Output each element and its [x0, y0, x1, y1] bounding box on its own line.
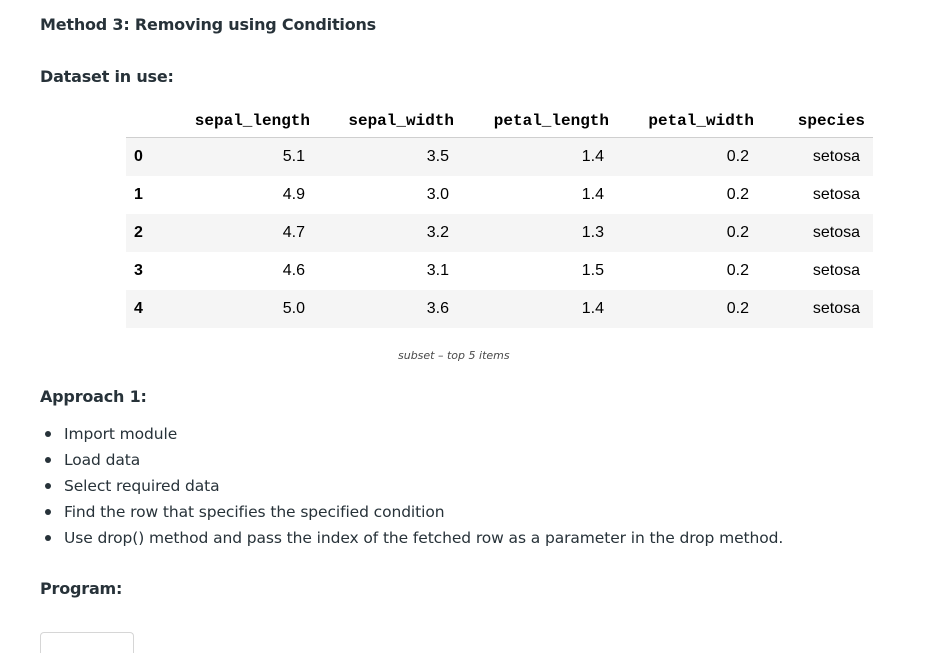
table-cell: setosa: [812, 224, 860, 241]
row-index: 0: [134, 148, 143, 165]
method-heading: Method 3: Removing using Conditions: [40, 15, 377, 34]
dataset-heading: Dataset in use:: [40, 67, 174, 86]
bullet-icon: [45, 509, 51, 515]
list-item-text: Load data: [64, 451, 141, 469]
table-cell: 3.6: [426, 300, 449, 317]
table-cell: 4.6: [282, 262, 305, 279]
table-cell: 0.2: [726, 262, 749, 279]
table-cell: 1.4: [581, 148, 604, 165]
dataframe-table: sepal_length sepal_width petal_length pe…: [126, 105, 873, 328]
row-index: 3: [134, 262, 143, 279]
row-index: 2: [134, 224, 143, 241]
table-row: 3 4.6 3.1 1.5 0.2 setosa: [126, 252, 873, 290]
list-item: Use drop() method and pass the index of …: [45, 525, 784, 551]
list-item-text: Use drop() method and pass the index of …: [64, 529, 784, 547]
table-cell: setosa: [812, 186, 860, 203]
table-cell: 4.7: [282, 224, 305, 241]
table-cell: 3.0: [426, 186, 449, 203]
table-cell: 4.9: [282, 186, 305, 203]
bullet-icon: [45, 431, 51, 437]
table-cell: 0.2: [726, 148, 749, 165]
bullet-icon: [45, 535, 51, 541]
table-cell: 5.1: [282, 148, 305, 165]
table-cell: 1.4: [581, 300, 604, 317]
bullet-icon: [45, 483, 51, 489]
table-cell: 0.2: [726, 186, 749, 203]
column-header: species: [762, 105, 873, 138]
table-cell: setosa: [812, 300, 860, 317]
table-cell: 1.5: [581, 262, 604, 279]
steps-list: Import module Load data Select required …: [40, 421, 783, 551]
column-header: petal_width: [617, 105, 762, 138]
table-caption: subset – top 5 items: [398, 349, 510, 362]
table-cell: 3.5: [426, 148, 449, 165]
list-item: Import module: [45, 421, 783, 447]
column-header: sepal_width: [318, 105, 462, 138]
table-cell: setosa: [812, 262, 860, 279]
table-cell: 3.1: [426, 262, 449, 279]
list-item-text: Select required data: [64, 477, 220, 495]
table-cell: setosa: [812, 148, 860, 165]
table-row: 2 4.7 3.2 1.3 0.2 setosa: [126, 214, 873, 252]
list-item: Find the row that specifies the specifie…: [45, 499, 783, 525]
bullet-icon: [45, 457, 51, 463]
table-row: 0 5.1 3.5 1.4 0.2 setosa: [126, 137, 873, 176]
table-row: 1 4.9 3.0 1.4 0.2 setosa: [126, 176, 873, 214]
column-header: sepal_length: [154, 105, 318, 138]
column-header: petal_length: [462, 105, 617, 138]
list-item: Select required data: [45, 473, 783, 499]
list-item-text: Find the row that specifies the specifie…: [64, 503, 445, 521]
list-item-text: Import module: [64, 425, 178, 443]
row-index: 1: [134, 186, 143, 203]
list-item: Load data: [45, 447, 783, 473]
table-header-row: sepal_length sepal_width petal_length pe…: [126, 105, 873, 138]
index-header: [126, 105, 154, 138]
table-cell: 5.0: [282, 300, 305, 317]
table-cell: 0.2: [726, 300, 749, 317]
table-cell: 1.4: [581, 186, 604, 203]
approach-heading: Approach 1:: [40, 387, 147, 406]
row-index: 4: [134, 300, 143, 317]
table-cell: 0.2: [726, 224, 749, 241]
table-cell: 1.3: [581, 224, 604, 241]
table-cell: 3.2: [426, 224, 449, 241]
table-row: 4 5.0 3.6 1.4 0.2 setosa: [126, 290, 873, 328]
program-heading: Program:: [40, 579, 123, 598]
